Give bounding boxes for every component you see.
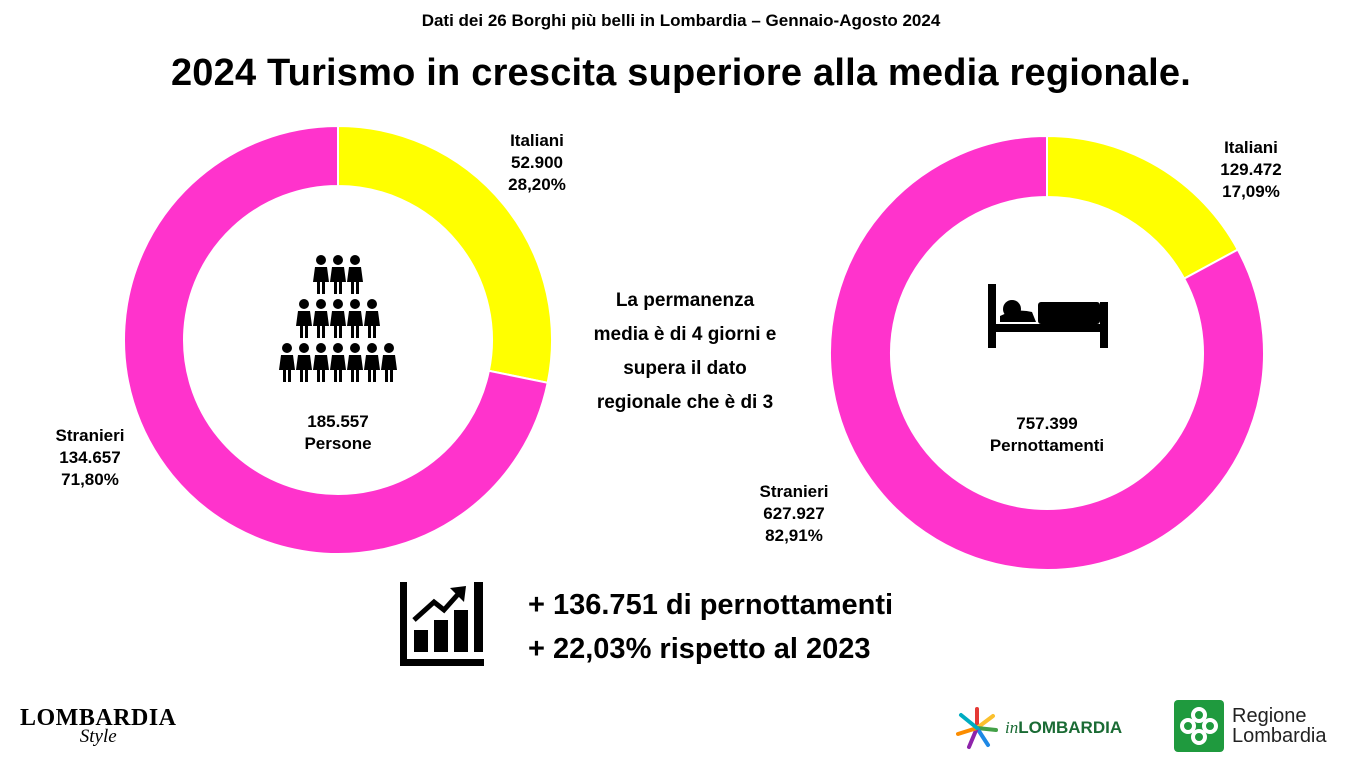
category-label: Stranieri — [55, 426, 125, 445]
regione-lombardia-logo: Regione Lombardia — [1174, 700, 1327, 752]
note-line: regionale che è di 3 — [596, 392, 774, 413]
person-icon — [330, 299, 346, 338]
donut-chart-persone — [123, 124, 553, 555]
growth-stats: + 136.751 di pernottamenti + 22,03% risp… — [528, 583, 893, 671]
person-icon — [381, 343, 397, 382]
percent-label: 71,80% — [61, 470, 119, 489]
person-icon — [347, 299, 363, 338]
inlombardia-text: inLOMBARDIA — [1005, 718, 1122, 738]
center-caption: Pernottamenti — [989, 436, 1105, 455]
stat-percent: + 22,03% rispetto al 2023 — [528, 633, 871, 665]
label-stranieri-persone: Stranieri 134.657 71,80% — [44, 425, 136, 491]
person-icon — [347, 343, 363, 382]
label-italiani-pernottamenti: Italiani 129.472 17,09% — [1203, 137, 1299, 203]
page-subtitle: Dati dei 26 Borghi più belli in Lombardi… — [421, 11, 941, 30]
category-label: Stranieri — [759, 482, 829, 501]
donut-chart-pernottamenti — [829, 134, 1265, 571]
regione-text: Regione Lombardia — [1232, 706, 1327, 746]
value-label: 627.927 — [763, 504, 825, 523]
lombardia-style-logo: LOMBARDIA Style — [20, 705, 177, 748]
value-label: 129.472 — [1220, 160, 1282, 179]
bed-icon — [988, 284, 1108, 348]
category-label: Italiani — [510, 131, 564, 150]
person-icon — [364, 299, 380, 338]
center-label-persone: 185.557 Persone — [278, 411, 398, 455]
donut-slice-stranieri — [123, 124, 549, 555]
person-icon — [313, 255, 329, 294]
page-title: 2024 Turismo in crescita superiore alla … — [170, 52, 1192, 94]
person-icon — [313, 343, 329, 382]
person-icon — [313, 299, 329, 338]
total-label: 757.399 — [1016, 414, 1078, 433]
regione-line2: Lombardia — [1232, 725, 1327, 747]
person-icon — [330, 255, 346, 294]
percent-label: 82,91% — [765, 526, 823, 545]
note-line: supera il dato — [623, 358, 747, 379]
center-caption: Persone — [304, 434, 372, 453]
label-stranieri-pernottamenti: Stranieri 627.927 82,91% — [746, 481, 842, 547]
center-label-pernottamenti: 757.399 Pernottamenti — [972, 413, 1122, 457]
person-icon — [330, 343, 346, 382]
note-line: media è di 4 giorni e — [593, 324, 777, 345]
person-icon — [296, 299, 312, 338]
value-label: 134.657 — [59, 448, 121, 467]
label-italiani-persone: Italiani 52.900 28,20% — [492, 130, 582, 196]
person-icon — [364, 343, 380, 382]
person-icon — [296, 343, 312, 382]
growth-chart-icon — [400, 582, 484, 666]
percent-label: 28,20% — [508, 175, 566, 194]
donut-slice-italiani — [337, 124, 553, 384]
donut-slice-stranieri — [829, 134, 1265, 571]
stat-pernottamenti: + 136.751 di pernottamenti — [528, 589, 894, 621]
logo-name: LOMBARDIA — [1018, 718, 1123, 737]
total-label: 185.557 — [307, 412, 369, 431]
people-group-icon — [279, 255, 397, 382]
value-label: 52.900 — [511, 153, 563, 172]
person-icon — [347, 255, 363, 294]
logo-text-main: LOMBARDIA — [20, 705, 177, 731]
percent-label: 17,09% — [1222, 182, 1280, 201]
inlombardia-star-icon — [956, 707, 998, 749]
inlombardia-logo: inLOMBARDIA — [955, 706, 1122, 750]
category-label: Italiani — [1224, 138, 1278, 157]
logo-text-style: Style — [79, 726, 117, 747]
permanenza-note: La permanenza media è di 4 giorni e supe… — [560, 284, 810, 420]
note-line: La permanenza — [615, 290, 755, 311]
logo-prefix: in — [1005, 718, 1019, 737]
regione-line1: Regione — [1232, 705, 1307, 727]
regione-lombardia-rose-icon — [1174, 700, 1224, 752]
person-icon — [279, 343, 295, 382]
